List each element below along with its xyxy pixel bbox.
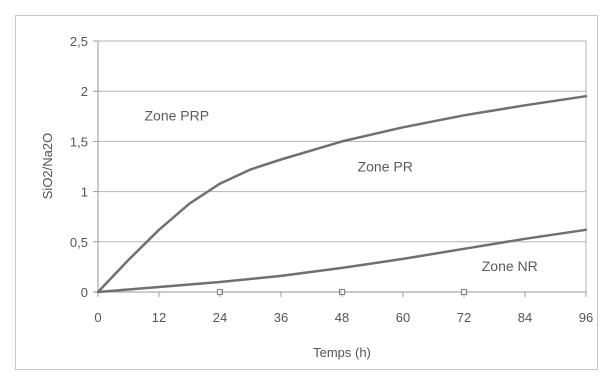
- chart-frame: [15, 15, 598, 370]
- x-tick-label: 72: [457, 310, 471, 325]
- y-tick-label: 1,5: [70, 134, 88, 149]
- y-tick-label: 0: [81, 285, 88, 300]
- x-tick-label: 84: [518, 310, 532, 325]
- x-tick-label: 60: [396, 310, 410, 325]
- zone-label: Zone NR: [482, 258, 538, 274]
- x-axis-label: Temps (h): [313, 345, 371, 360]
- x-tick-label: 96: [579, 310, 593, 325]
- zone-annotations: Zone PRP Zone PR Zone NR: [144, 107, 537, 274]
- y-tick-label: 0,5: [70, 235, 88, 250]
- x-tick-label: 12: [152, 310, 166, 325]
- x-tick-label: 24: [213, 310, 227, 325]
- series-line-0: [96, 94, 588, 294]
- y-tick-labels: 0 0,5 1 1,5 2 2,5: [70, 34, 88, 300]
- y-axis-label: SiO2/Na2O: [40, 133, 55, 199]
- y-tick-label: 2,5: [70, 34, 88, 49]
- plot-border: [97, 40, 587, 293]
- series-lines: [96, 94, 588, 294]
- zone-label: Zone PRP: [144, 107, 209, 123]
- y-tick-label: 2: [81, 84, 88, 99]
- data-markers: [216, 288, 468, 296]
- x-tick-label: 36: [274, 310, 288, 325]
- series-line-1: [96, 228, 588, 294]
- x-tick-label: 0: [94, 310, 101, 325]
- x-tick-label: 48: [335, 310, 349, 325]
- x-tick-labels: 0 12 24 36 48 60 72 84 96: [94, 310, 593, 325]
- zone-label: Zone PR: [358, 159, 413, 175]
- y-tick-label: 1: [81, 185, 88, 200]
